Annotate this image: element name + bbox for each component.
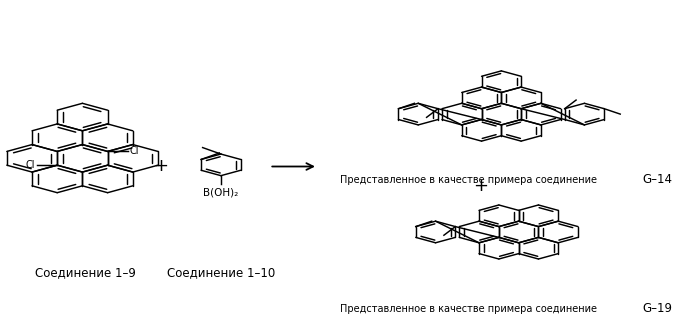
Text: G–14: G–14: [642, 173, 672, 186]
Text: +: +: [473, 177, 488, 195]
Text: Представленное в качестве примера соединение: Представленное в качестве примера соедин…: [340, 174, 597, 184]
Text: +: +: [153, 158, 168, 175]
Text: G–19: G–19: [642, 302, 672, 315]
Text: Cl: Cl: [129, 147, 139, 157]
Text: Представленное в качестве примера соединение: Представленное в качестве примера соедин…: [340, 304, 597, 314]
Text: Соединение 1–10: Соединение 1–10: [167, 266, 275, 279]
Text: Соединение 1–9: Соединение 1–9: [36, 266, 136, 279]
Text: B(OH)₂: B(OH)₂: [203, 187, 239, 197]
Text: Cl: Cl: [26, 160, 36, 170]
